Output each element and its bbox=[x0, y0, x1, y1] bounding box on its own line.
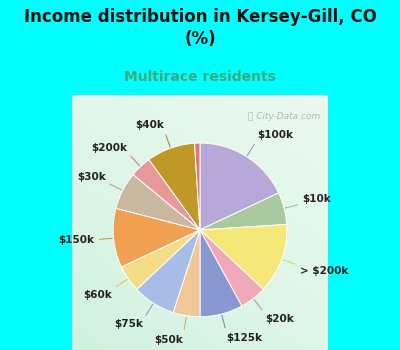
Wedge shape bbox=[200, 230, 263, 306]
Text: $150k: $150k bbox=[58, 235, 94, 245]
Wedge shape bbox=[173, 230, 200, 317]
Text: > $200k: > $200k bbox=[300, 266, 348, 276]
Wedge shape bbox=[137, 230, 200, 313]
Text: $75k: $75k bbox=[114, 320, 143, 329]
Text: $60k: $60k bbox=[84, 289, 112, 300]
Wedge shape bbox=[200, 224, 287, 289]
Wedge shape bbox=[200, 193, 287, 230]
Text: $50k: $50k bbox=[155, 335, 184, 345]
Wedge shape bbox=[116, 175, 200, 230]
Text: Multirace residents: Multirace residents bbox=[124, 70, 276, 84]
Text: $200k: $200k bbox=[92, 142, 128, 153]
Text: Income distribution in Kersey-Gill, CO
(%): Income distribution in Kersey-Gill, CO (… bbox=[24, 8, 376, 48]
Text: $20k: $20k bbox=[265, 314, 294, 324]
Text: ⓘ City-Data.com: ⓘ City-Data.com bbox=[248, 112, 320, 121]
Wedge shape bbox=[194, 143, 200, 230]
Text: $100k: $100k bbox=[257, 131, 293, 140]
Text: $125k: $125k bbox=[226, 332, 262, 343]
Text: $40k: $40k bbox=[135, 120, 164, 130]
Wedge shape bbox=[200, 230, 242, 317]
Text: $10k: $10k bbox=[303, 194, 332, 204]
Wedge shape bbox=[149, 143, 200, 230]
Text: $30k: $30k bbox=[77, 172, 106, 182]
Wedge shape bbox=[121, 230, 200, 289]
Wedge shape bbox=[133, 160, 200, 230]
Wedge shape bbox=[200, 143, 279, 230]
Wedge shape bbox=[113, 208, 200, 267]
